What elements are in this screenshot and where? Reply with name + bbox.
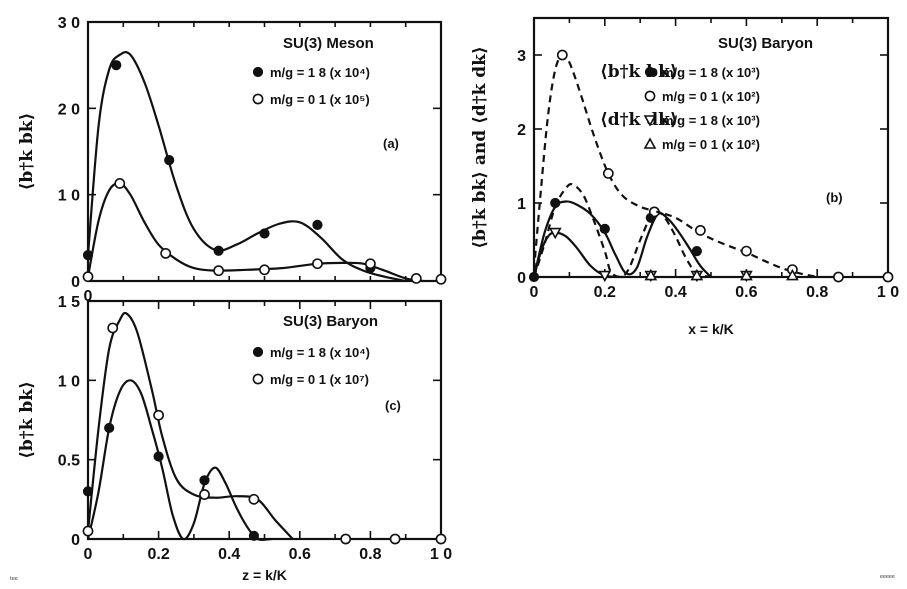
x-axis-label: z = k/K: [242, 567, 287, 583]
panel-label: (a): [383, 136, 399, 151]
y-axis-label: ⟨b†k bk⟩: [17, 113, 37, 191]
legend-marker: [253, 94, 262, 103]
y-tick-label: 0: [517, 270, 526, 287]
x-tick-label: 0: [84, 546, 93, 563]
panel-label: (b): [826, 190, 843, 205]
data-point: [165, 156, 174, 165]
data-point: [436, 275, 445, 284]
data-point: [260, 265, 269, 274]
x-tick-label: 1 0: [430, 546, 452, 563]
legend-entry: m/g = 0 1 (x 10²): [662, 137, 760, 152]
series-line: [534, 184, 711, 277]
data-point: [83, 272, 92, 281]
chart-title: SU(3) Baryon: [283, 313, 378, 330]
legend-entry: m/g = 0 1 (x 10²): [662, 89, 760, 104]
legend-entry: m/g = 1 8 (x 10³): [662, 113, 760, 128]
y-tick-label: 3 0: [58, 15, 80, 32]
y-tick-label: 0: [71, 274, 80, 291]
y-tick-label: 1 5: [58, 294, 80, 311]
legend-marker: [645, 67, 654, 76]
data-point: [249, 531, 258, 540]
chart-panel-b: 0 0.2 0.4 0.6 0.8 1 0 0 1 2 3 ⟨b†k bk⟩ and ⟨d†k dk…: [470, 18, 899, 337]
data-point: [154, 452, 163, 461]
x-tick-label: 0.4: [664, 284, 686, 301]
x-tick-label: 0.2: [147, 546, 169, 563]
chart-title: SU(3) Meson: [283, 35, 374, 52]
data-point: [83, 526, 92, 535]
y-tick-label: 1 0: [58, 188, 80, 205]
chart-title: SU(3) Baryon: [718, 35, 813, 52]
y-tick-label: 0: [71, 532, 80, 549]
series-line: [534, 201, 711, 277]
data-point: [883, 272, 892, 281]
series-line: [88, 52, 406, 281]
x-tick-label: 0.2: [594, 284, 616, 301]
data-point: [161, 249, 170, 258]
x-tick-label: 1 0: [877, 284, 899, 301]
corner-mark-right: ᵉᵉᵉᵉᵉ: [880, 573, 895, 582]
y-axis-label: ⟨b†k bk⟩ and ⟨d†k dk⟩: [470, 46, 490, 248]
x-axis-label: x = k/K: [688, 321, 734, 337]
data-point: [154, 411, 163, 420]
data-point: [558, 50, 567, 59]
y-tick-label: 3: [517, 48, 526, 65]
legend-entry: m/g = 0 1 (x 10⁷): [270, 372, 369, 387]
plot-frame: [88, 22, 441, 281]
legend-entry: m/g = 0 1 (x 10⁵): [270, 92, 370, 107]
legend-marker: [253, 67, 262, 76]
data-point: [692, 247, 701, 256]
data-point: [115, 179, 124, 188]
x-tick-label: 0.8: [806, 284, 828, 301]
data-point: [600, 224, 609, 233]
x-tick-label: 0: [530, 284, 539, 301]
data-point: [313, 220, 322, 229]
y-tick-label: 1: [517, 196, 526, 213]
data-point: [391, 534, 400, 543]
data-point: [260, 229, 269, 238]
y-tick-label: 2 0: [58, 101, 80, 118]
legend-entry: m/g = 1 8 (x 10³): [662, 65, 760, 80]
x-tick-label: 0.6: [735, 284, 757, 301]
legend-marker: [645, 139, 655, 148]
legend-marker: [253, 347, 262, 356]
data-point: [313, 259, 322, 268]
legend-marker: [253, 374, 262, 383]
data-point: [105, 423, 114, 432]
series-line: [88, 380, 272, 540]
data-point: [696, 226, 705, 235]
data-point: [200, 476, 209, 485]
data-point: [341, 534, 350, 543]
series-line: [88, 313, 293, 539]
y-tick-label: 2: [517, 122, 526, 139]
y-axis-label: ⟨b†k bk⟩: [17, 381, 37, 459]
data-point: [834, 272, 843, 281]
chart-panel-c: 0 0.2 0.4 0.6 0.8 1 0 0 0.5 1 0 1 5 ⟨b†k bk⟩ z = k/…: [17, 294, 452, 583]
legend-marker: [645, 91, 654, 100]
chart-panel-a: 00 1 0 2 0 3 0 ⟨b†k bk⟩ SU(3) Meson (a) m/g = 1…: [17, 15, 446, 305]
legend-entry: m/g = 1 8 (x 10⁴): [270, 65, 370, 80]
data-point: [214, 246, 223, 255]
panel-label: (c): [385, 398, 401, 413]
data-point: [214, 266, 223, 275]
data-point: [112, 61, 121, 70]
data-point: [436, 534, 445, 543]
x-tick-label: 0.6: [289, 546, 311, 563]
data-point: [604, 169, 613, 178]
y-tick-label: 1 0: [58, 373, 80, 390]
data-point: [108, 323, 117, 332]
plot-frame: [88, 301, 441, 539]
x-tick-label: 0.4: [218, 546, 240, 563]
data-point: [249, 495, 258, 504]
data-point: [742, 247, 751, 256]
data-point: [366, 259, 375, 268]
legend-entry: m/g = 1 8 (x 10⁴): [270, 345, 370, 360]
data-point: [200, 490, 209, 499]
data-point: [412, 274, 421, 283]
y-tick-label: 0.5: [58, 453, 80, 470]
x-tick-label: 0.8: [359, 546, 381, 563]
corner-mark-left: ᵗᵉᵉ: [10, 575, 18, 584]
